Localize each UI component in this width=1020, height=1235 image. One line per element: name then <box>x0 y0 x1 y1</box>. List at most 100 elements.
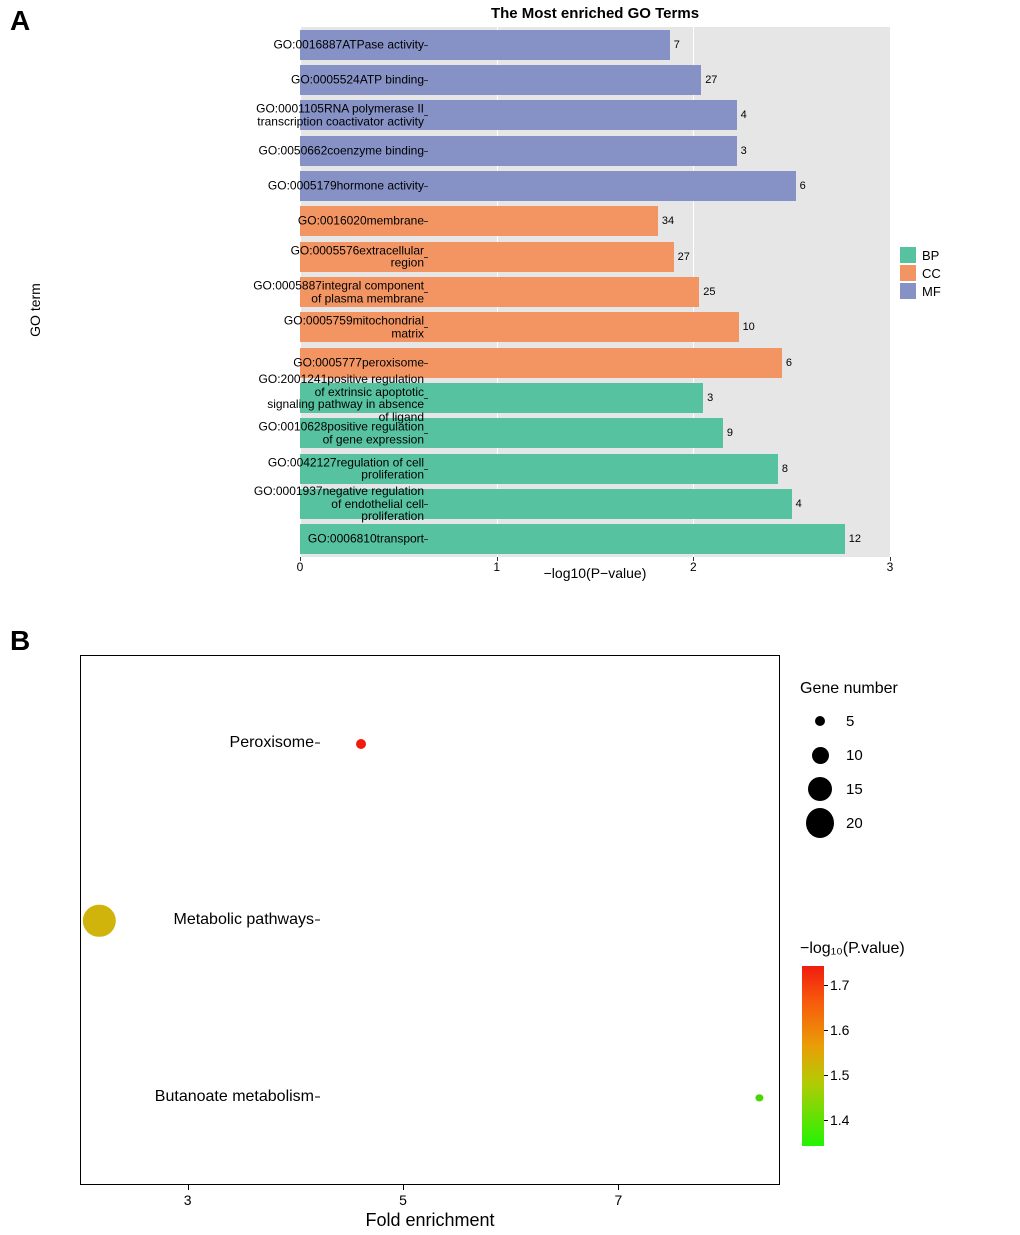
legend-swatch <box>900 265 916 281</box>
bar-count-label: 9 <box>727 427 733 439</box>
color-tick-label: 1.7 <box>830 977 849 993</box>
chart-a-y-axis-title: GO term <box>27 283 43 337</box>
y-category-label: GO:0005759mitochondrialmatrix <box>134 315 424 340</box>
x-tick <box>403 1185 404 1190</box>
x-tick-label: 3 <box>184 1192 192 1208</box>
bar-count-label: 6 <box>800 180 806 192</box>
legend-item: BP <box>900 247 941 263</box>
chart-b-x-axis-title: Fold enrichment <box>80 1210 780 1231</box>
bubble-point <box>83 905 115 937</box>
size-legend-label: 15 <box>846 781 863 798</box>
x-tick-label: 7 <box>615 1192 623 1208</box>
y-category-label: GO:0016887ATPase activity <box>134 38 424 51</box>
chart-a-title: The Most enriched GO Terms <box>300 5 890 22</box>
color-tick-label: 1.5 <box>830 1067 849 1083</box>
y-tick <box>424 80 428 81</box>
legend-label: BP <box>922 248 939 263</box>
size-legend-dot <box>812 747 829 764</box>
x-tick-label: 3 <box>887 560 894 574</box>
bar-count-label: 34 <box>662 215 674 227</box>
size-legend-label: 5 <box>846 713 854 730</box>
y-tick <box>315 920 320 921</box>
y-tick <box>424 363 428 364</box>
legend-item: CC <box>900 265 941 281</box>
size-legend-item: 20 <box>800 806 898 840</box>
legend-swatch <box>900 283 916 299</box>
x-tick-label: 0 <box>297 560 304 574</box>
y-category-label: Butanoate metabolism <box>114 1088 314 1106</box>
figure: A B The Most enriched GO Terms GO term 7… <box>0 0 1020 1235</box>
size-legend-label: 10 <box>846 747 863 764</box>
y-tick <box>424 257 428 258</box>
bubble-point <box>756 1094 763 1101</box>
bar-count-label: 12 <box>849 533 861 545</box>
y-category-label: GO:0005524ATP binding <box>134 74 424 87</box>
x-tick-label: 5 <box>399 1192 407 1208</box>
size-legend-dot <box>808 777 832 801</box>
legend-label: MF <box>922 284 941 299</box>
size-legend-item: 10 <box>800 738 898 772</box>
chart-a-x-axis-title: −log10(P−value) <box>300 565 890 581</box>
y-tick <box>424 539 428 540</box>
pvalue-color-legend: −log₁₀(P.value) 1.41.51.61.7 <box>800 940 905 1146</box>
color-tick-label: 1.4 <box>830 1112 849 1128</box>
bar-count-label: 6 <box>786 357 792 369</box>
y-tick <box>424 45 428 46</box>
y-category-label: GO:0005887integral componentof plasma me… <box>134 279 424 304</box>
bar-count-label: 7 <box>674 39 680 51</box>
x-tick <box>300 557 301 561</box>
chart-a-legend: BP CC MF <box>900 245 941 301</box>
y-category-label: GO:2001241positive regulationof extrinsi… <box>134 373 424 423</box>
pvalue-legend-title: −log₁₀(P.value) <box>800 940 905 958</box>
y-tick <box>424 221 428 222</box>
y-category-label: GO:0001937negative regulationof endothel… <box>134 485 424 523</box>
x-tick <box>693 557 694 561</box>
y-category-label: Peroxisome <box>114 734 314 752</box>
bar-count-label: 27 <box>678 251 690 263</box>
bar-count-label: 27 <box>705 74 717 86</box>
y-tick <box>424 186 428 187</box>
y-tick <box>424 292 428 293</box>
gene-number-legend-title: Gene number <box>800 680 898 698</box>
bar-count-label: 3 <box>741 145 747 157</box>
bar-count-label: 4 <box>741 109 747 121</box>
y-tick <box>424 398 428 399</box>
y-tick <box>315 743 320 744</box>
size-legend-label: 20 <box>846 815 863 832</box>
gridline <box>890 27 891 557</box>
y-tick <box>424 469 428 470</box>
bar-count-label: 10 <box>743 321 755 333</box>
y-category-label: GO:0005576extracellularregion <box>134 244 424 269</box>
legend-item: MF <box>900 283 941 299</box>
y-category-label: GO:0005777peroxisome <box>134 356 424 369</box>
panel-b-label: B <box>10 625 30 657</box>
x-tick <box>890 557 891 561</box>
legend-label: CC <box>922 266 941 281</box>
bar-count-label: 3 <box>707 392 713 404</box>
x-tick <box>497 557 498 561</box>
y-category-label: GO:0001105RNA polymerase IItranscription… <box>134 103 424 128</box>
color-bar <box>802 966 824 1146</box>
bar-count-label: 4 <box>796 498 802 510</box>
bar-count-label: 8 <box>782 463 788 475</box>
bubble-point <box>356 739 366 749</box>
y-category-label: GO:0016020membrane <box>134 215 424 228</box>
y-category-label: Metabolic pathways <box>114 911 314 929</box>
y-category-label: GO:0005179hormone activity <box>134 180 424 193</box>
x-tick <box>618 1185 619 1190</box>
y-tick <box>315 1096 320 1097</box>
size-legend-dot <box>806 808 834 838</box>
y-category-label: GO:0042127regulation of cellproliferatio… <box>134 456 424 481</box>
y-category-label: GO:0006810transport <box>134 533 424 546</box>
size-legend-item: 15 <box>800 772 898 806</box>
legend-swatch <box>900 247 916 263</box>
y-tick <box>424 115 428 116</box>
bar-count-label: 25 <box>703 286 715 298</box>
y-tick <box>424 504 428 505</box>
y-tick <box>424 151 428 152</box>
size-legend-item: 5 <box>800 704 898 738</box>
y-tick <box>424 327 428 328</box>
y-category-label: GO:0050662coenzyme binding <box>134 144 424 157</box>
size-legend-dot <box>815 716 825 726</box>
x-tick-label: 2 <box>690 560 697 574</box>
